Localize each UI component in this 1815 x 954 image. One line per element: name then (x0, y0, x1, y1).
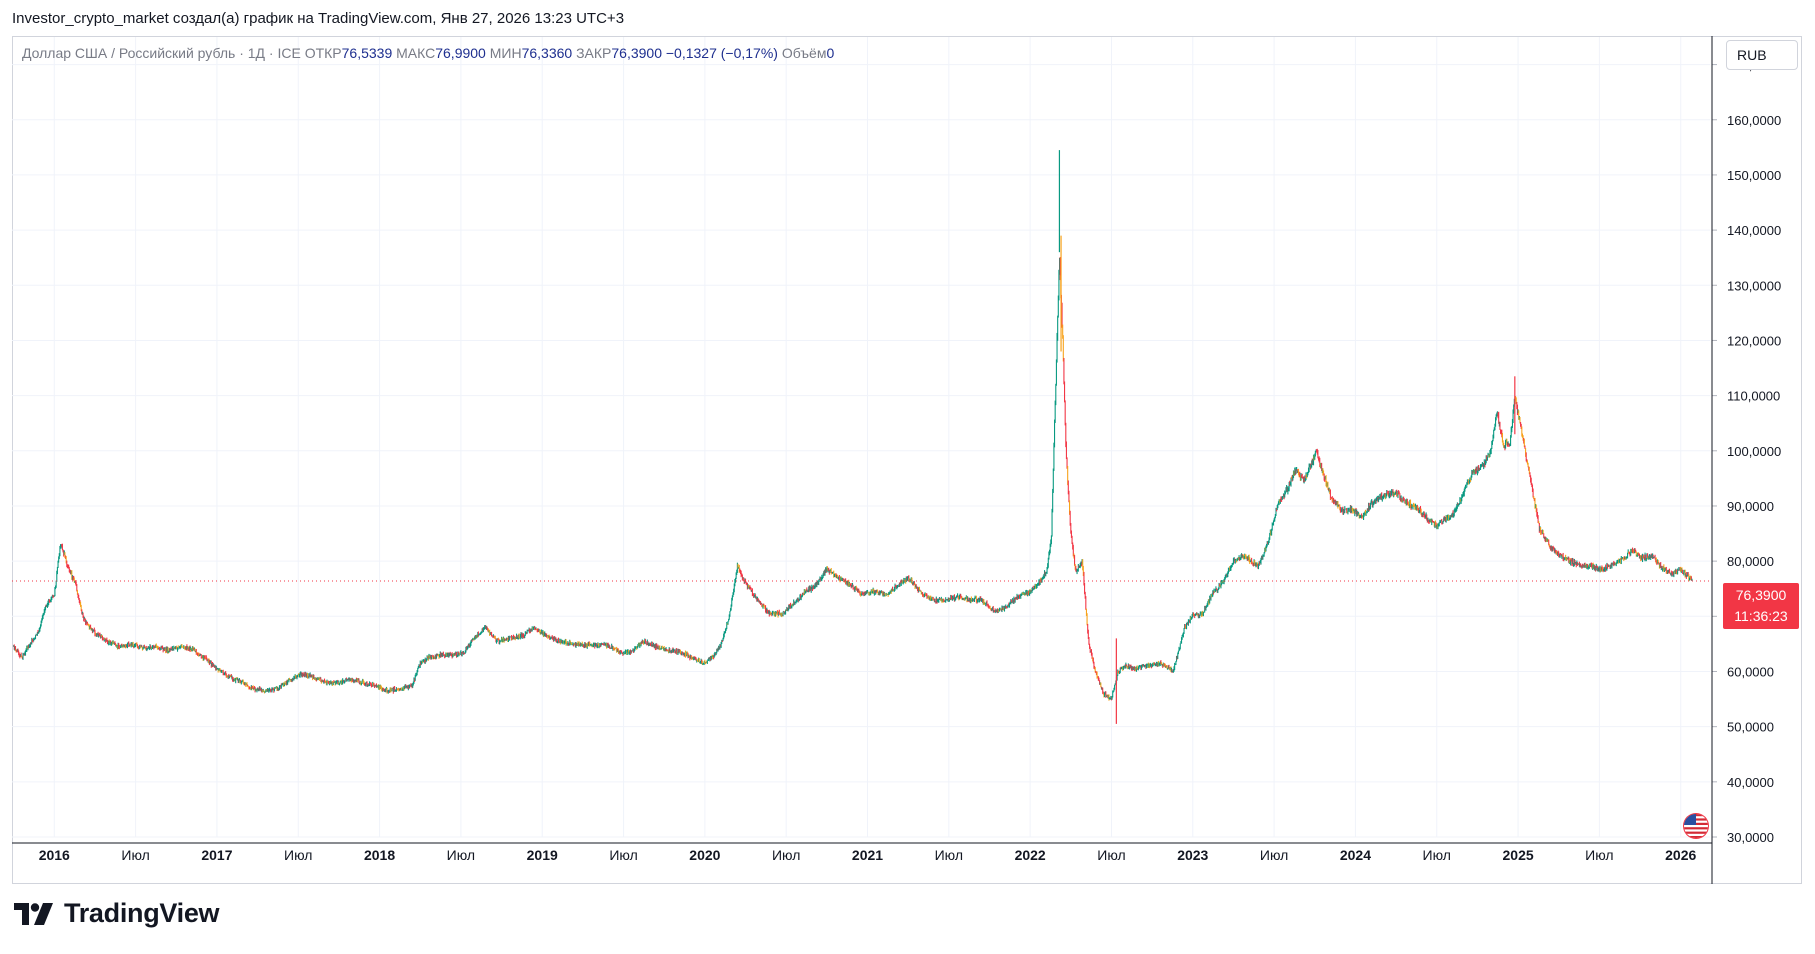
price-axis-label: 60,0000 (1727, 664, 1774, 679)
price-axis-label: 30,0000 (1727, 830, 1774, 845)
volume-value: 0 (826, 45, 835, 61)
low-value: 76,3360 (521, 45, 573, 61)
time-axis-label: 2018 (364, 847, 395, 863)
axes: 30,000040,000050,000060,000070,000080,00… (12, 36, 1781, 884)
close-value: 76,3900 (611, 45, 662, 61)
time-axis-label: 2020 (689, 847, 720, 863)
price-axis-label: 100,0000 (1727, 444, 1781, 459)
bar-countdown: 11:36:23 (1734, 608, 1788, 624)
time-axis-label: Июл (447, 847, 475, 863)
us-flag-icon[interactable] (1682, 812, 1710, 840)
price-axis-label: 80,0000 (1727, 554, 1774, 569)
high-label: МАКС (396, 45, 436, 61)
low-label: МИН (489, 45, 522, 61)
time-axis-label: 2026 (1665, 847, 1696, 863)
chart-frame (12, 36, 1802, 884)
price-axis-label: 40,0000 (1727, 775, 1774, 790)
time-axis-label: 2019 (527, 847, 558, 863)
time-axis-label: Июл (1423, 847, 1451, 863)
time-axis-label: Июл (284, 847, 312, 863)
time-axis-label: 2022 (1015, 847, 1046, 863)
close-label: ЗАКР (576, 45, 612, 61)
price-axis-label: 90,0000 (1727, 499, 1774, 514)
symbol-name: Доллар США / Российский рубль · 1Д · ICE (22, 45, 301, 61)
chart-caption: Investor_crypto_market создал(а) график … (12, 10, 625, 27)
symbol-legend[interactable]: Доллар США / Российский рубль · 1Д · ICE… (22, 45, 834, 61)
time-axis-label: 2023 (1177, 847, 1208, 863)
brand-name: TradingView (64, 898, 220, 928)
tradingview-logo-icon (14, 902, 53, 925)
time-axis-label: Июл (1260, 847, 1288, 863)
price-axis-label: 130,0000 (1727, 278, 1781, 293)
candles (13, 150, 1693, 724)
change-value: −0,1327 (−0,17%) (665, 45, 778, 61)
high-value: 76,9900 (435, 45, 486, 61)
open-value: 76,5339 (341, 45, 393, 61)
time-axis-label: 2024 (1340, 847, 1371, 863)
currency-button[interactable]: RUB (1726, 40, 1798, 70)
last-price-value: 76,3900 (1735, 587, 1787, 603)
price-axis-label: 160,0000 (1727, 113, 1781, 128)
time-axis-label: Июл (121, 847, 149, 863)
tradingview-logo[interactable]: TradingView (14, 898, 220, 929)
time-axis-label: Июл (609, 847, 637, 863)
time-axis-label: 2016 (39, 847, 70, 863)
time-axis-label: 2025 (1503, 847, 1534, 863)
price-axis-label: 50,0000 (1727, 720, 1774, 735)
time-axis-label: Июл (1097, 847, 1125, 863)
time-axis-label: Июл (1585, 847, 1613, 863)
time-axis-label: 2021 (852, 847, 883, 863)
price-axis-label: 110,0000 (1727, 389, 1780, 404)
time-axis-label: Июл (772, 847, 800, 863)
time-axis-label: 2017 (201, 847, 232, 863)
grid (12, 37, 1710, 838)
volume-label: Объём (781, 45, 827, 61)
price-axis-label: 140,0000 (1727, 223, 1781, 238)
time-axis-label: Июл (935, 847, 963, 863)
price-axis-label: 150,0000 (1727, 168, 1781, 183)
last-price-tag: 76,3900 11:36:23 (1723, 583, 1799, 629)
open-label: ОТКР (304, 45, 342, 61)
price-axis-label: 120,0000 (1727, 333, 1781, 348)
